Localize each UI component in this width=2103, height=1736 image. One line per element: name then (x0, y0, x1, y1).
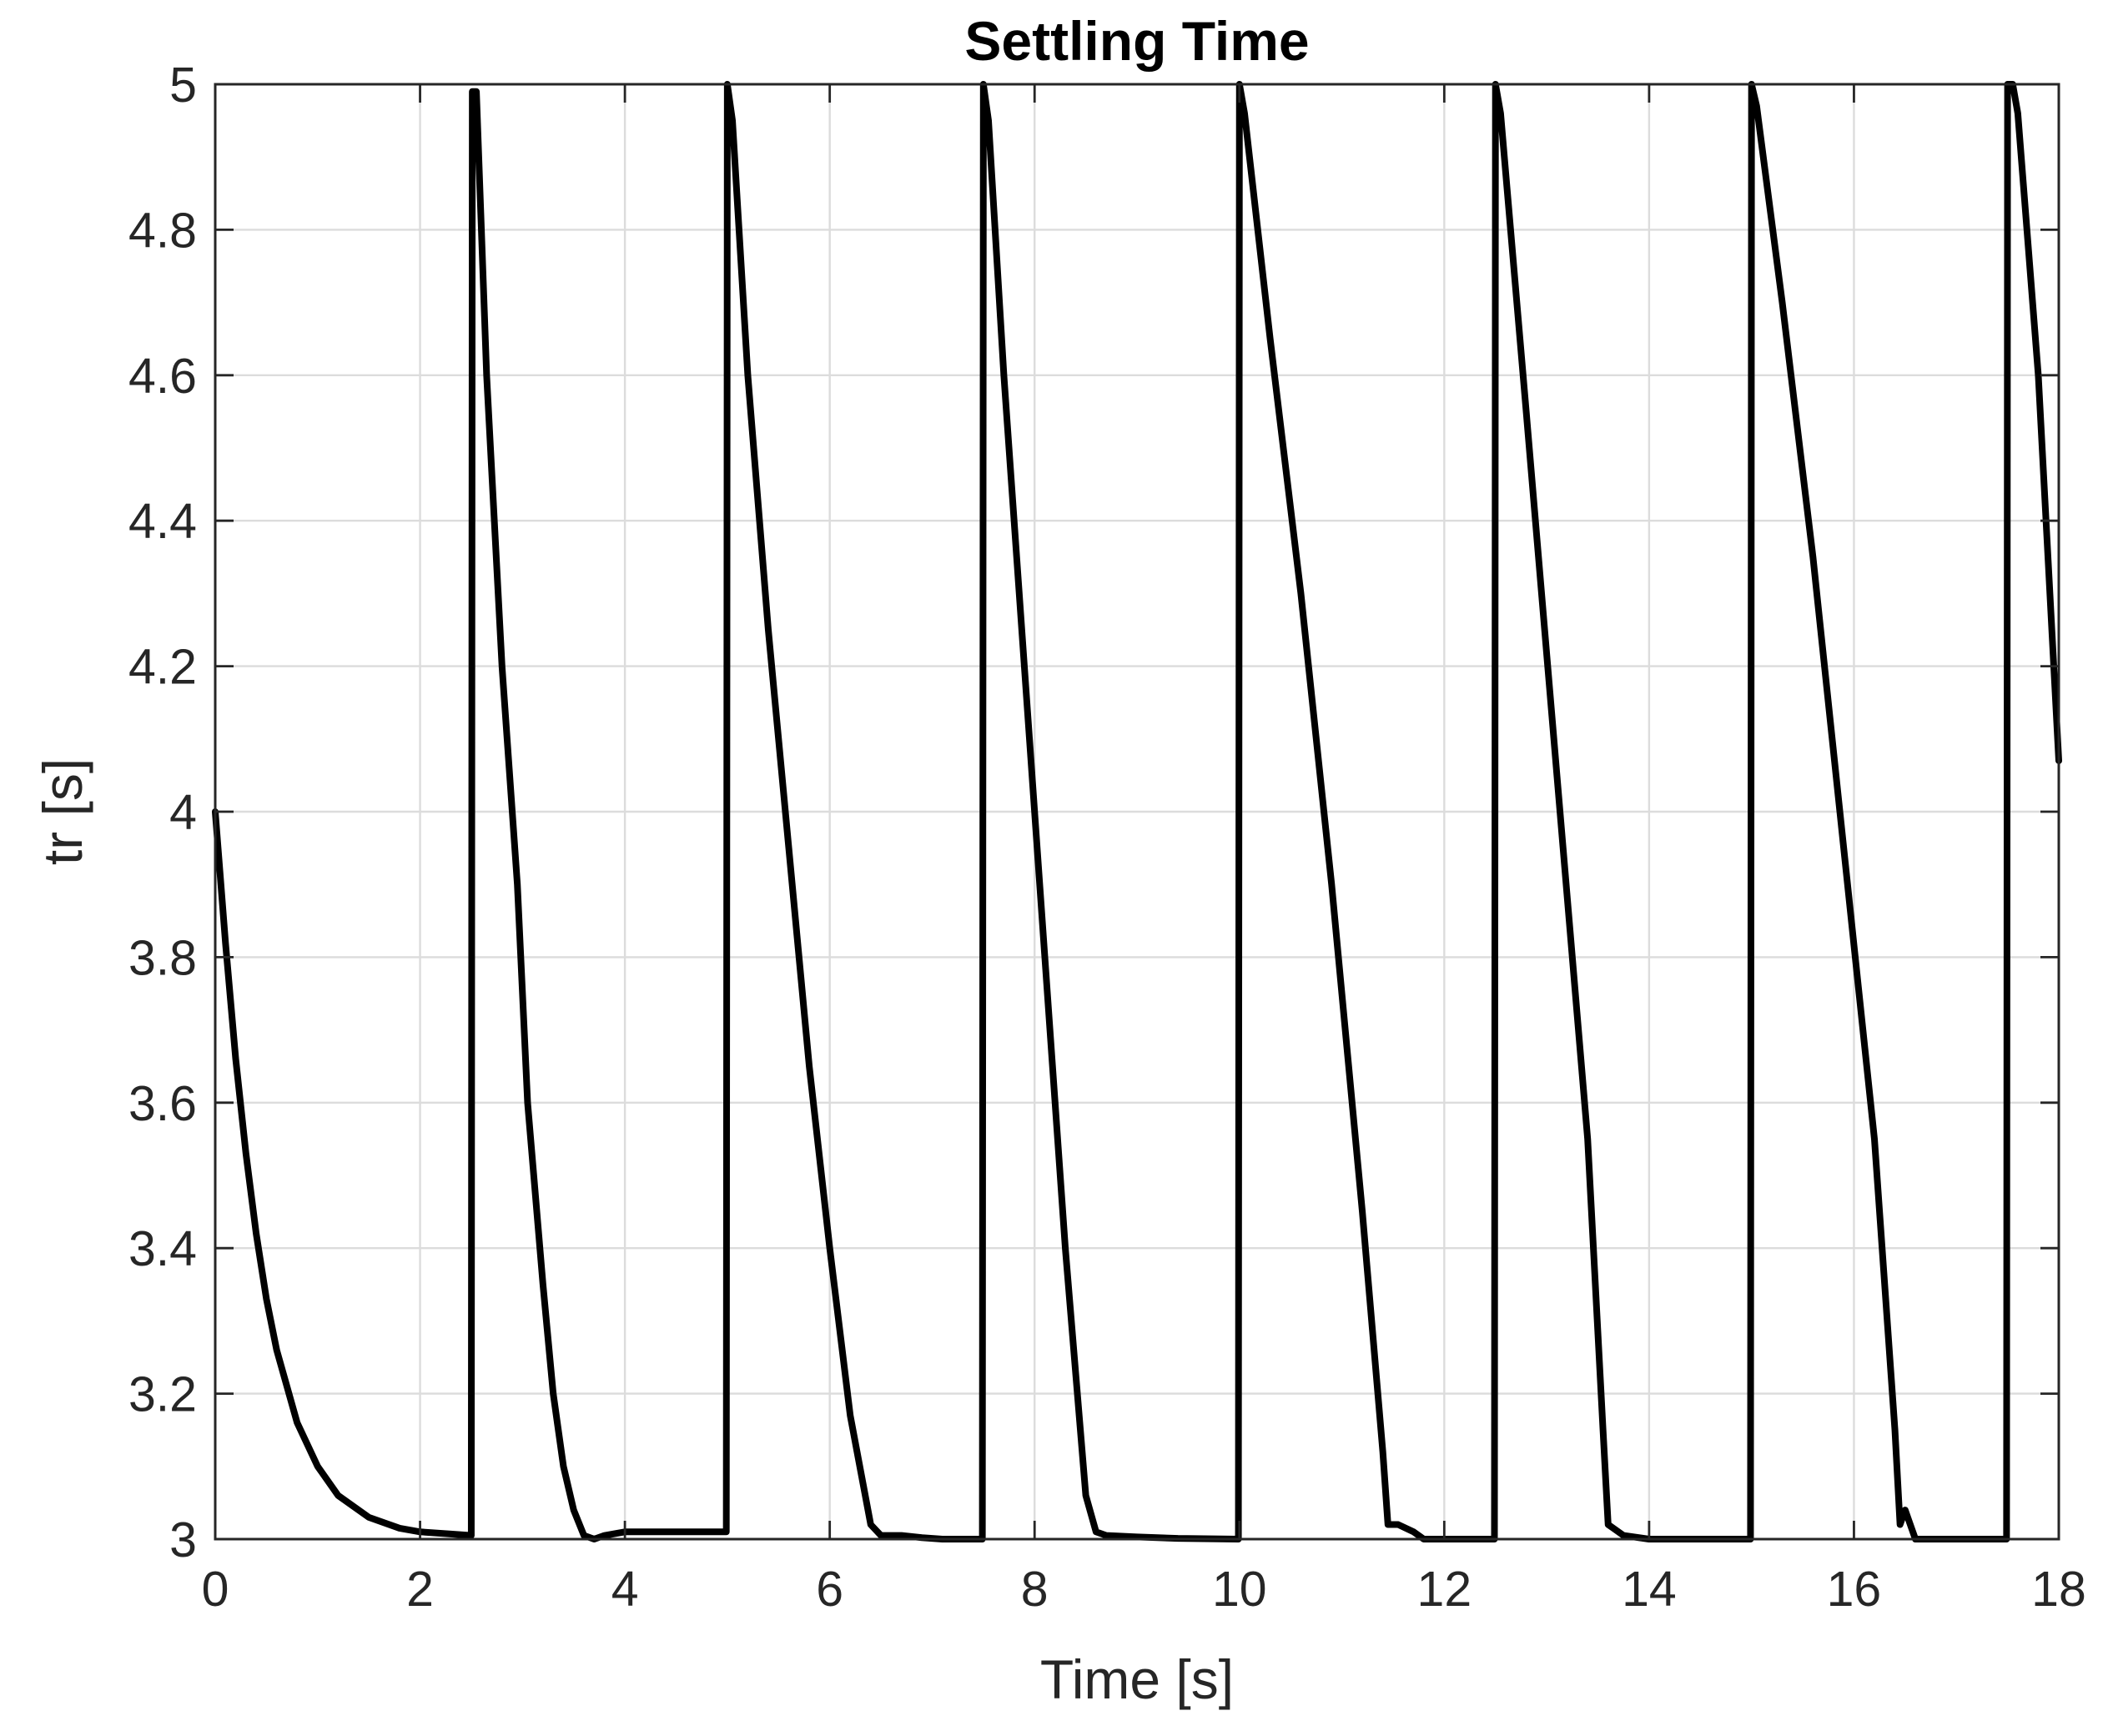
y-tick-label: 4.4 (128, 494, 197, 549)
y-tick-label: 3.8 (128, 930, 197, 985)
y-tick-label: 3 (169, 1512, 197, 1567)
x-tick-label: 4 (611, 1562, 639, 1617)
y-tick-label: 4.2 (128, 640, 197, 695)
ticks (214, 83, 2060, 1541)
y-tick-label: 4.6 (128, 349, 197, 404)
x-tick-label: 6 (816, 1562, 843, 1617)
x-tick-label: 12 (1417, 1562, 1472, 1617)
y-tick-label: 3.4 (128, 1221, 197, 1276)
x-tick-label: 8 (1021, 1562, 1049, 1617)
y-tick-label: 5 (169, 58, 197, 113)
x-tick-label: 2 (406, 1562, 434, 1617)
series-line-0 (212, 81, 2062, 1542)
y-tick-label: 4 (169, 785, 197, 840)
chart-title: Settling Time (964, 10, 1309, 72)
y-tick-label: 4.8 (128, 203, 197, 258)
tick-labels: 0 2 4 6 8 10 12 14 16 18 3 3.2 3.4 3.6 3.8 4 4.2 4.4 4.6 4.… (128, 58, 2086, 1617)
y-tick-label: 3.2 (128, 1367, 197, 1422)
x-tick-label: 0 (202, 1562, 229, 1617)
x-tick-label: 14 (1622, 1562, 1677, 1617)
y-axis-label: tr [s] (32, 758, 93, 865)
x-tick-label: 18 (2031, 1562, 2086, 1617)
series-layer (212, 81, 2062, 1542)
y-tick-label: 3.6 (128, 1076, 197, 1131)
x-tick-label: 16 (1827, 1562, 1882, 1617)
x-tick-label: 10 (1212, 1562, 1267, 1617)
x-axis-label: Time [s] (1040, 1648, 1234, 1710)
